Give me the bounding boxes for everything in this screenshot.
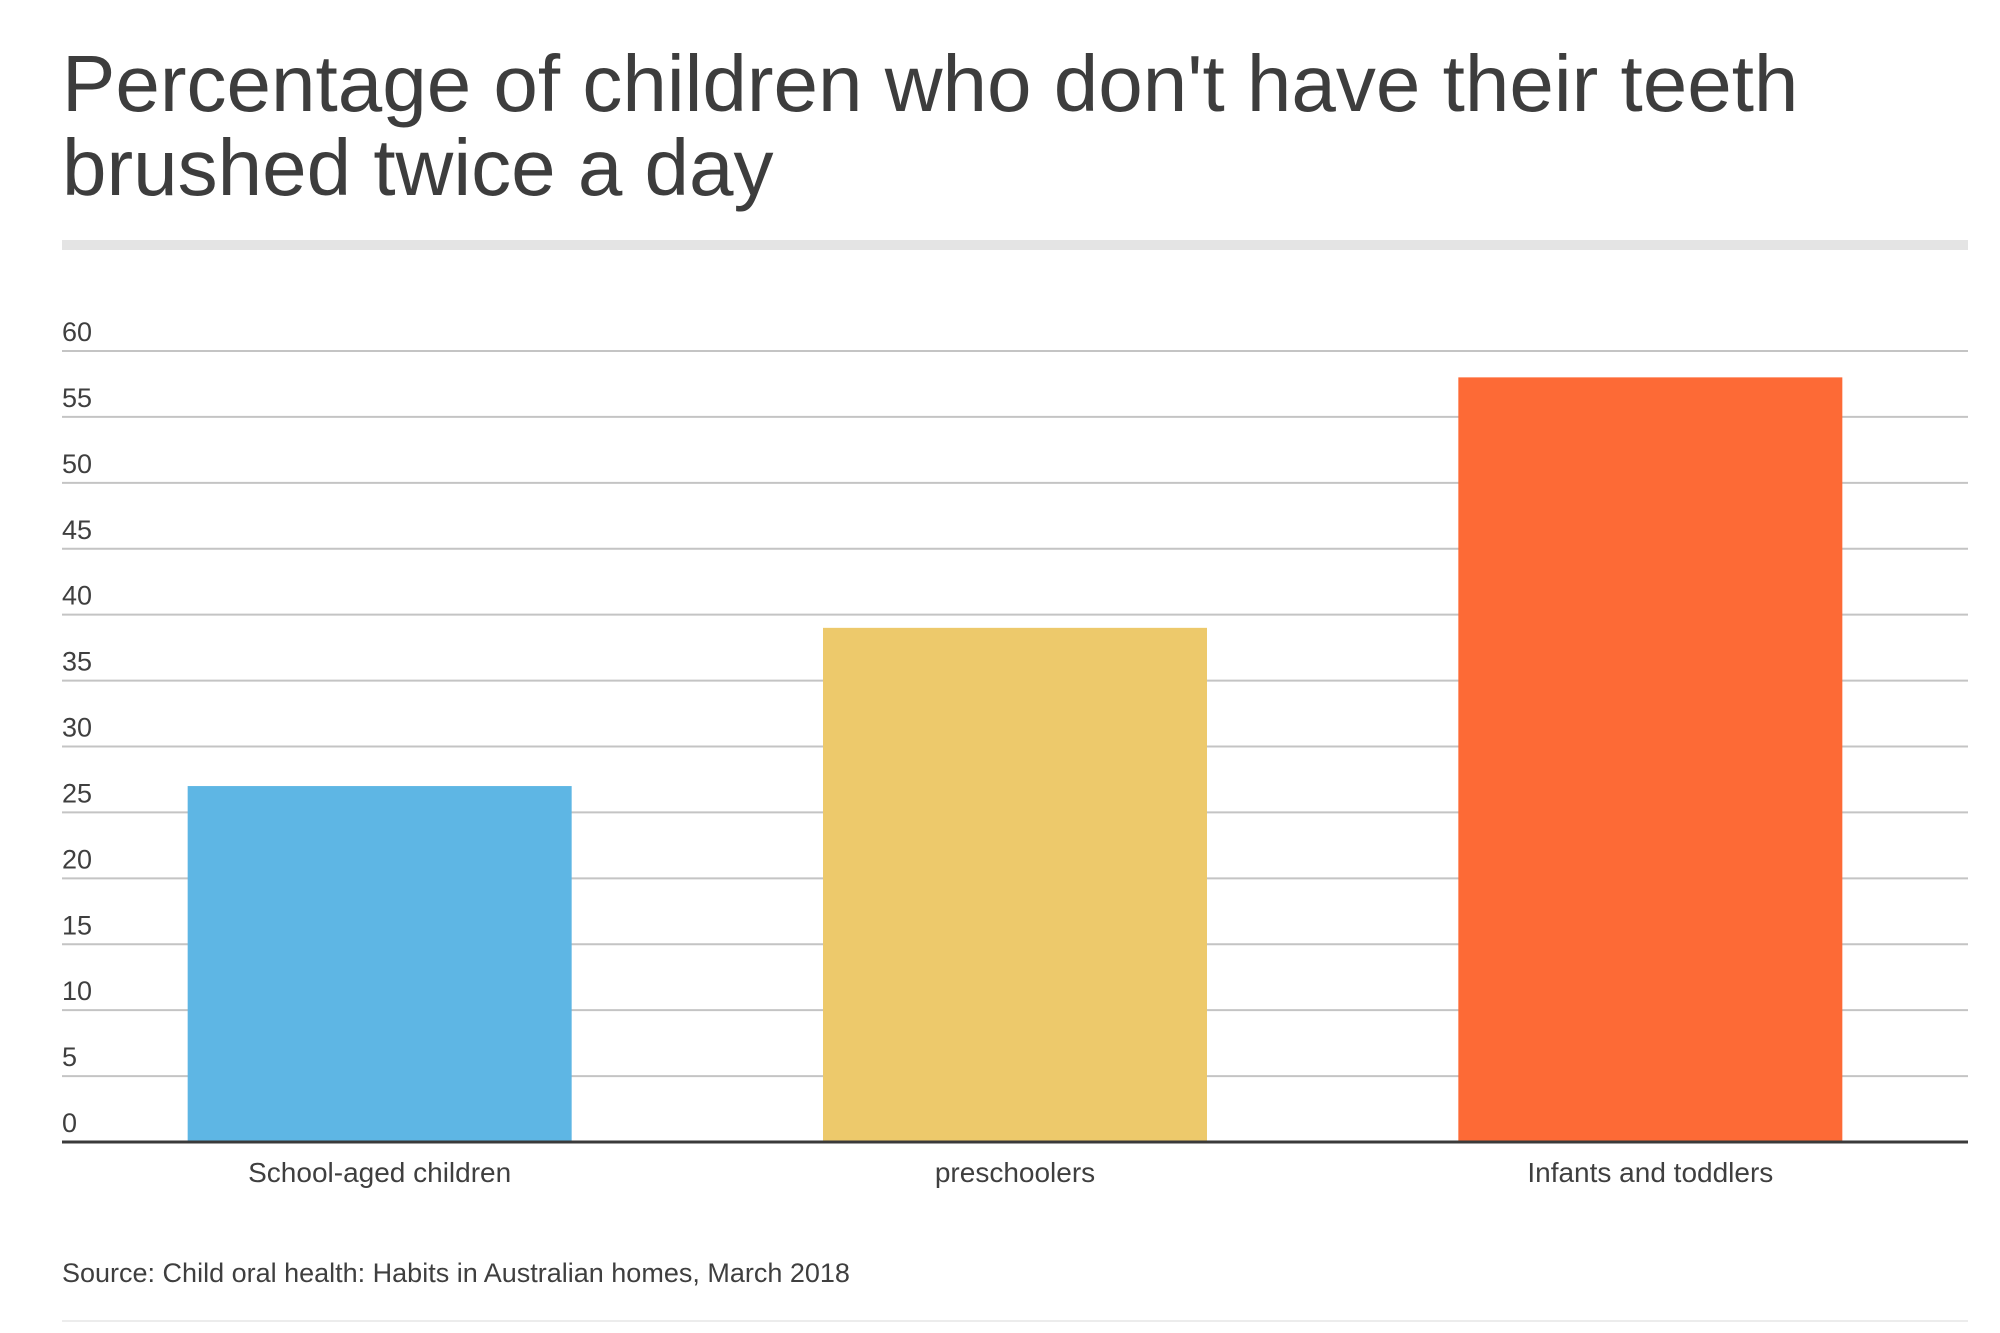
x-tick-label: School-aged children [248,1157,511,1188]
x-tick-label: Infants and toddlers [1527,1157,1773,1188]
bar-chart: 0 5 10 15 20 25 30 35 40 45 50 55 60 School-aged chil… [62,317,1968,1188]
y-tick-label: 10 [62,976,92,1006]
bar [1458,377,1843,1142]
y-tick-label: 25 [62,778,92,808]
source-note: Source: Child oral health: Habits in Aus… [62,1258,850,1288]
title-divider [62,240,1968,250]
y-tick-label: 20 [62,844,92,874]
y-tick-label: 0 [62,1108,77,1138]
bars [187,377,1843,1142]
y-tick-label: 5 [62,1042,77,1072]
bar [187,786,572,1142]
y-tick-label: 15 [62,910,92,940]
chart-title: Percentage of children who don't have th… [62,39,1799,212]
y-tick-label: 50 [62,449,92,479]
y-tick-label: 30 [62,713,92,743]
y-tick-label: 35 [62,647,92,677]
axis-labels: 0 5 10 15 20 25 30 35 40 45 50 55 60 School-aged chil… [62,317,1773,1188]
y-tick-label: 40 [62,581,92,611]
y-tick-label: 45 [62,515,92,545]
y-tick-label: 55 [62,383,92,413]
x-tick-label: preschoolers [935,1157,1095,1188]
y-tick-label: 60 [62,317,92,347]
bar [823,627,1207,1142]
footer-divider [62,1320,1968,1322]
